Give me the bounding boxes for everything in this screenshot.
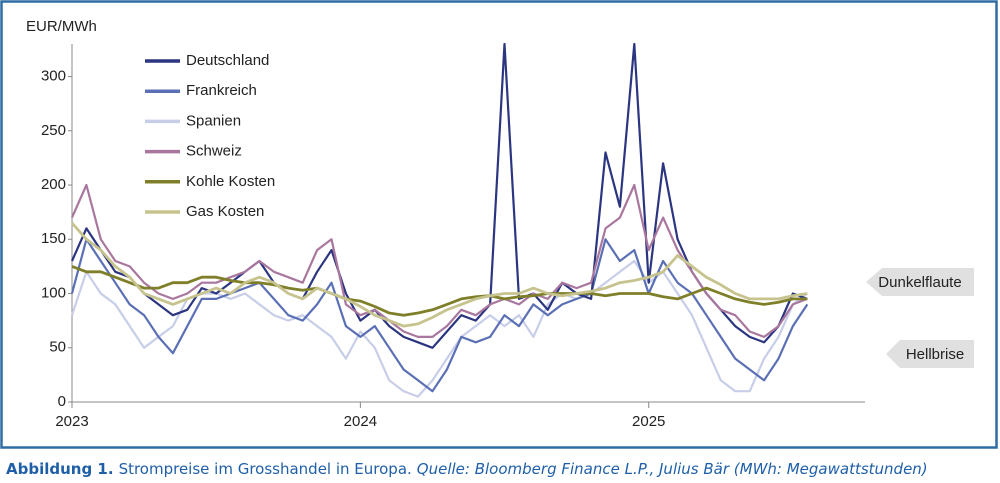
series-line [70, 222, 808, 328]
annotation-box [886, 340, 974, 368]
legend-label: Frankreich [186, 82, 257, 99]
annotation-box [866, 268, 974, 296]
y-tick-label: 50 [49, 339, 66, 356]
caption-source: Quelle: Bloomberg Finance L.P., Julius B… [417, 460, 928, 478]
x-tick-label: 2025 [632, 413, 665, 430]
legend-label: Kohle Kosten [186, 173, 275, 190]
y-tick-label: 0 [58, 393, 66, 410]
caption: Abbildung 1. Strompreise im Grosshandel i… [6, 460, 928, 478]
annotation: Dunkelflaute [878, 274, 961, 291]
series-line [71, 265, 808, 317]
x-tick-label: 2024 [344, 413, 377, 430]
y-axis-label: EUR/MWh [26, 18, 97, 35]
y-tick-label: 150 [41, 230, 66, 247]
legend-label: Schweiz [186, 143, 242, 160]
legend-label: Spanien [186, 112, 241, 129]
frame [0, 0, 998, 449]
x-tick-label: 2023 [55, 413, 88, 430]
caption-text: Strompreise im Grosshandel in Europa. [119, 460, 412, 478]
y-tick-label: 100 [41, 284, 66, 301]
y-tick-label: 200 [41, 176, 66, 193]
legend-label: Deutschland [186, 52, 269, 69]
caption-label: Abbildung 1. [6, 460, 114, 478]
series-line [70, 238, 809, 393]
y-tick-label: 250 [41, 122, 66, 139]
series-line [70, 42, 808, 349]
annotation: Hellbrise [906, 346, 964, 363]
y-tick-label: 300 [41, 68, 66, 85]
legend-label: Gas Kosten [186, 203, 264, 220]
